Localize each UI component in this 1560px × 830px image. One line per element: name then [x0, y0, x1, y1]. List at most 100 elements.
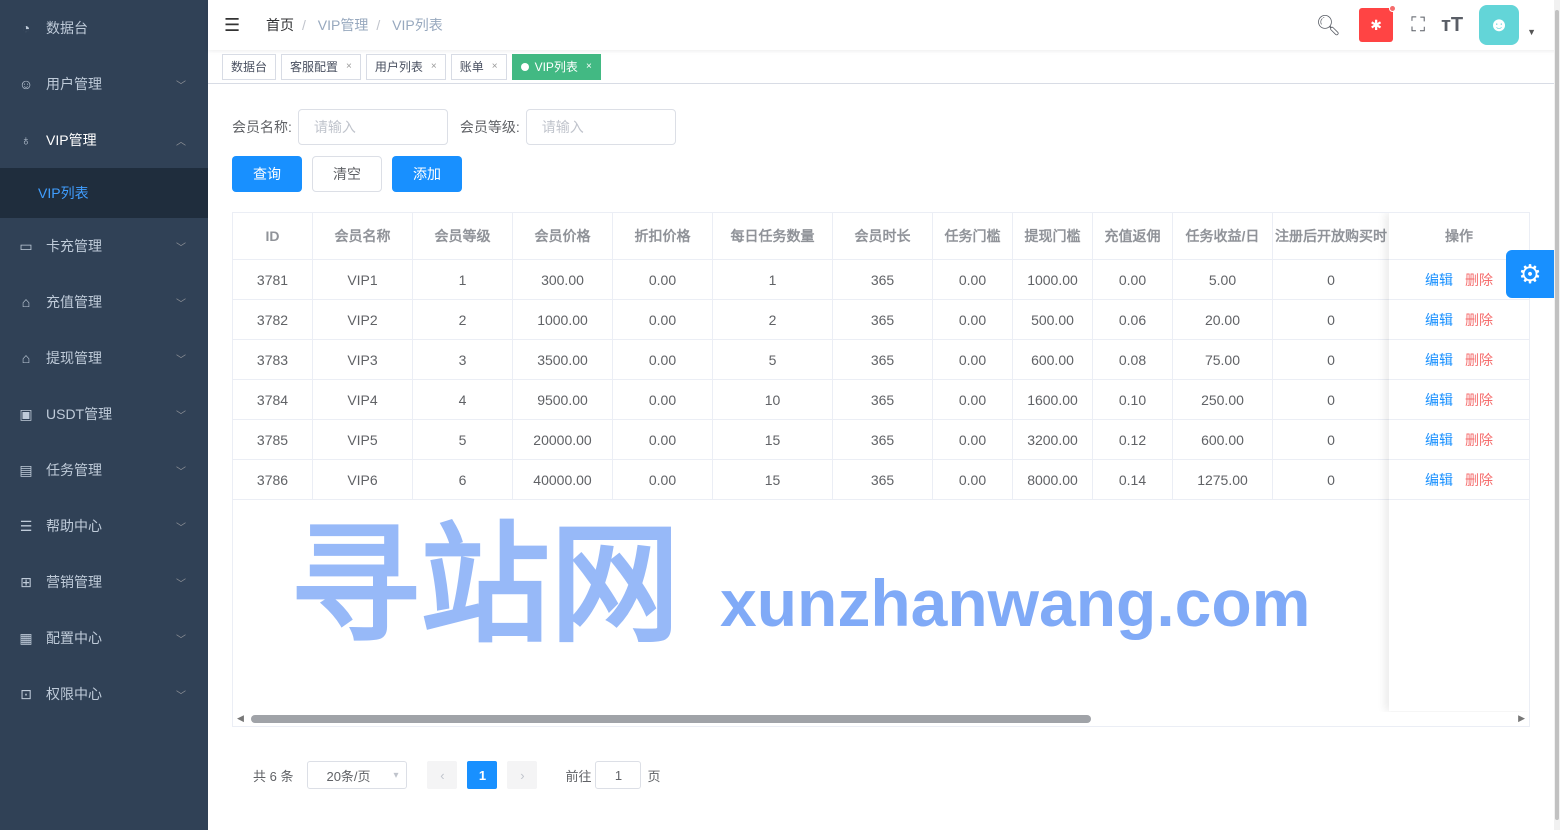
edit-link[interactable]: 编辑	[1425, 351, 1453, 368]
close-icon[interactable]: ×	[491, 61, 498, 72]
sidebar-subitem-vip-list[interactable]: VIP列表	[0, 168, 208, 218]
table-cell: 0.00	[613, 380, 713, 419]
sidebar-item-0[interactable]: ◔ 数据台	[0, 0, 208, 56]
table-row: 3783 VIP3 3 3500.00 0.00 5 365 0.00 600.00 0.08 75…	[233, 340, 1529, 380]
close-icon[interactable]: ×	[430, 61, 437, 72]
delete-link[interactable]: 删除	[1465, 271, 1493, 288]
table-cell: 3781	[233, 260, 313, 299]
level-label: 会员等级:	[459, 119, 520, 135]
table-cell: 300.00	[513, 260, 613, 299]
action-column: 操作 编辑 删除 编辑 删除 编辑 删除 编辑 删除 编辑 删除 编辑 删除	[1389, 213, 1529, 711]
edit-link[interactable]: 编辑	[1425, 391, 1453, 408]
bug-icon[interactable]: ✱	[1359, 5, 1397, 42]
close-icon[interactable]: ×	[346, 61, 352, 72]
table-row: 3784 VIP4 4 9500.00 0.00 10 365 0.00 1600.00 0.10…	[233, 380, 1529, 420]
chevron-icon: ﹀	[176, 410, 186, 422]
breadcrumb-home[interactable]: 首页	[266, 17, 294, 33]
table-cell: 0.00	[933, 380, 1013, 419]
table-cell: VIP5	[313, 420, 413, 459]
delete-link[interactable]: 删除	[1465, 471, 1493, 488]
goto-page-input[interactable]: 1	[595, 761, 642, 789]
sidebar-item-1[interactable]: ☺ 用户管理 ﹀	[0, 56, 208, 112]
table-cell: 0.00	[933, 460, 1013, 499]
next-page-button[interactable]: ›	[507, 761, 538, 789]
search-form: 会员名称: 请输入 会员等级: 请输入	[232, 109, 688, 145]
sidebar-item-11[interactable]: ⊡ 权限中心 ﹀	[0, 666, 208, 722]
sidebar-item-6[interactable]: ▣ USDT管理 ﹀	[0, 386, 208, 442]
table-cell: 365	[833, 420, 933, 459]
table-cell: 0.00	[933, 340, 1013, 379]
table-cell: 0.06	[1093, 300, 1173, 339]
hamburger-icon[interactable]: ☰	[224, 14, 241, 35]
table-cell: 1000.00	[1013, 260, 1093, 299]
sidebar-item-8[interactable]: ☰ 帮助中心 ﹀	[0, 498, 208, 554]
delete-link[interactable]: 删除	[1465, 351, 1493, 368]
tag-4[interactable]: VIP列表 ×	[511, 53, 601, 80]
avatar[interactable]: ☻	[1479, 5, 1520, 45]
table-cell: 15	[713, 460, 833, 499]
table-header: ID 会员名称 会员等级 会员价格 折扣价格 每日任务数量 会员时长 任务门槛 提现门槛 充值返佣…	[233, 213, 1529, 260]
table-cell: 3	[413, 340, 513, 379]
delete-link[interactable]: 删除	[1465, 311, 1493, 328]
table-cell: 4	[413, 380, 513, 419]
page-size-select[interactable]: 20条/页 ▾	[307, 761, 408, 789]
member-level-input[interactable]: 请输入	[525, 109, 676, 145]
fullscreen-icon[interactable]: ⛶	[1411, 13, 1426, 36]
edit-link[interactable]: 编辑	[1425, 311, 1453, 328]
table-cell: 0.00	[613, 300, 713, 339]
page-scrollbar[interactable]	[1554, 0, 1560, 830]
close-icon[interactable]: ×	[585, 61, 592, 72]
edit-link[interactable]: 编辑	[1425, 271, 1453, 288]
prev-page-button[interactable]: ‹	[427, 761, 458, 789]
sidebar-item-3[interactable]: ▭ 卡充管理 ﹀	[0, 218, 208, 274]
delete-link[interactable]: 删除	[1465, 431, 1493, 448]
query-button[interactable]: 查询	[232, 156, 302, 192]
sidebar-item-label: 卡充管理	[46, 238, 102, 254]
breadcrumb-vip: VIP管理	[317, 17, 369, 33]
pagination: 共 6 条 20条/页 ▾ ‹ 1 › 前往 1 页	[253, 761, 661, 789]
table-cell: VIP3	[313, 340, 413, 379]
table-cell: 20000.00	[513, 420, 613, 459]
sidebar: ◔ 数据台 ☺ 用户管理 ﹀ ♁ VIP管理 ︿ VIP列表 ▭ 卡充管理 ﹀ ⌂ 充值管理 ﹀ ⌂ 提现管理 ﹀…	[0, 0, 208, 830]
table-cell: 1275.00	[1173, 460, 1273, 499]
column-header: 充值返佣	[1093, 213, 1173, 259]
edit-link[interactable]: 编辑	[1425, 431, 1453, 448]
sidebar-item-2[interactable]: ♁ VIP管理 ︿	[0, 112, 208, 168]
add-button[interactable]: 添加	[392, 156, 462, 192]
column-header: 每日任务数量	[713, 213, 833, 259]
chevron-icon: ﹀	[176, 80, 186, 92]
search-icon[interactable]: 🔍︎	[1315, 14, 1342, 37]
sidebar-item-label: USDT管理	[46, 406, 113, 422]
wallet-icon: ▣	[19, 405, 33, 422]
page-1[interactable]: 1	[467, 761, 498, 789]
delete-link[interactable]: 删除	[1465, 391, 1493, 408]
table-cell: 5	[413, 420, 513, 459]
briefcase-icon: ▤	[19, 461, 33, 478]
edit-link[interactable]: 编辑	[1425, 471, 1453, 488]
config-icon: ▦	[19, 629, 33, 646]
table-cell: 3784	[233, 380, 313, 419]
settings-gear-icon[interactable]: ⚙	[1506, 250, 1554, 298]
font-size-icon[interactable]: тT	[1441, 13, 1464, 36]
member-name-input[interactable]: 请输入	[297, 109, 448, 145]
table-cell: 0.00	[613, 340, 713, 379]
clear-button[interactable]: 清空	[312, 156, 382, 192]
tag-0[interactable]: 数据台	[222, 53, 277, 80]
sidebar-item-5[interactable]: ⌂ 提现管理 ﹀	[0, 330, 208, 386]
sidebar-item-7[interactable]: ▤ 任务管理 ﹀	[0, 442, 208, 498]
sidebar-item-9[interactable]: ⊞ 营销管理 ﹀	[0, 554, 208, 610]
table-cell: 1600.00	[1013, 380, 1093, 419]
table-cell: 0.12	[1093, 420, 1173, 459]
sidebar-item-10[interactable]: ▦ 配置中心 ﹀	[0, 610, 208, 666]
tag-1[interactable]: 客服配置 ×	[281, 53, 361, 80]
tag-2[interactable]: 用户列表 ×	[365, 53, 446, 80]
caret-down-icon[interactable]: ▼	[1527, 27, 1536, 37]
table-cell: 1	[413, 260, 513, 299]
bag-icon: ⌂	[21, 350, 31, 366]
tag-3[interactable]: 账单 ×	[450, 53, 507, 80]
table-cell: 0.00	[933, 260, 1013, 299]
table-cell: VIP4	[313, 380, 413, 419]
sidebar-item-4[interactable]: ⌂ 充值管理 ﹀	[0, 274, 208, 330]
table-cell: 0.00	[1093, 260, 1173, 299]
horizontal-scrollbar[interactable]: ◀ ▶	[233, 712, 1529, 726]
